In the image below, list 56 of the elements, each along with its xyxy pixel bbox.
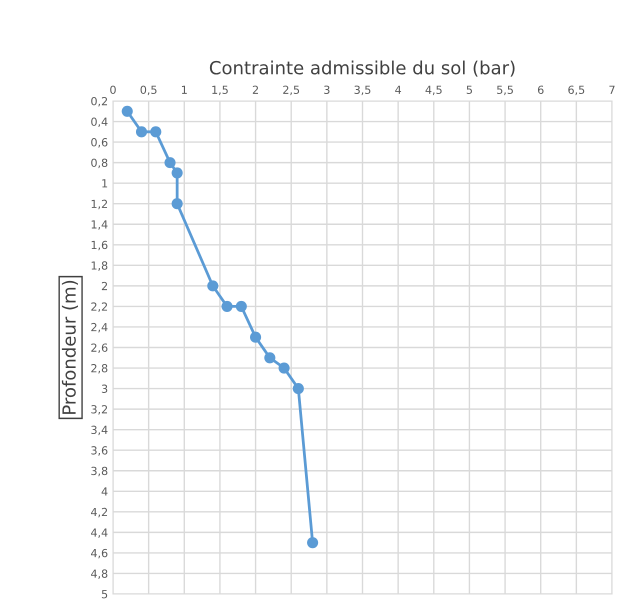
y-tick-label: 3,8: [91, 466, 108, 476]
y-tick-label: 1,4: [92, 220, 108, 230]
point: [307, 537, 318, 548]
point: [250, 332, 262, 343]
y-tick-label: 2,4: [91, 322, 108, 332]
y-tick-label: 4,8: [91, 569, 108, 579]
point: [292, 383, 304, 394]
point: [264, 352, 276, 364]
x-tick-label: 4: [395, 86, 402, 94]
point: [172, 167, 183, 178]
y-tick-label: 3,6: [91, 446, 108, 456]
y-tick-label: 0,4: [91, 118, 108, 128]
y-tick-label: 1,2: [92, 200, 108, 210]
y-tick-label: 4,4: [91, 528, 108, 538]
y-tick-label: 1,6: [92, 240, 108, 250]
x-tick-label: 7: [609, 86, 615, 94]
y-tick-label: 0,2: [91, 96, 108, 107]
point: [278, 362, 290, 374]
y-tick-label: 3: [102, 384, 108, 393]
x-axis-title: Contrainte admissible du sol (bar): [210, 60, 515, 77]
y-tick-label: 2,8: [91, 364, 108, 374]
x-tick-label: 5: [466, 86, 472, 94]
y-axis-title: Profondeur (m): [62, 280, 78, 414]
point: [222, 300, 233, 312]
point: [164, 157, 176, 168]
point: [136, 126, 148, 138]
point: [122, 106, 133, 117]
x-tick-label: 5,5: [497, 86, 513, 96]
y-tick-label: 0,6: [91, 138, 108, 148]
x-tick-label: 2,5: [283, 86, 300, 96]
y-tick-label: 4: [102, 487, 108, 496]
x-tick-label: 3: [324, 86, 330, 94]
x-tick-label: 2: [252, 86, 258, 94]
point: [172, 198, 183, 210]
y-tick-label: 2: [102, 282, 108, 290]
x-tick-label: 1,5: [212, 86, 228, 96]
x-tick-label: 6: [538, 86, 544, 94]
y-tick-label: 5: [102, 590, 108, 598]
y-tick-label: 2,6: [91, 343, 108, 354]
point: [236, 300, 247, 312]
y-tick-label: 2,2: [91, 302, 108, 312]
point: [207, 280, 218, 292]
y-tick-label: 1,8: [92, 261, 108, 271]
y-tick-label: 4,2: [91, 508, 108, 518]
point: [150, 126, 162, 138]
y-tick-label: 0,8: [91, 158, 108, 168]
x-tick-label: 0,5: [140, 86, 157, 96]
y-tick-label: 3,2: [91, 405, 108, 415]
x-tick-label: 0: [110, 86, 116, 94]
x-tick-label: 4,5: [425, 86, 442, 96]
x-tick-label: 3,5: [354, 86, 370, 96]
y-tick-label: 1: [102, 179, 108, 188]
x-tick-label: 1: [182, 86, 187, 94]
y-tick-label: 4,6: [91, 548, 108, 558]
x-tick-label: 6,5: [568, 86, 584, 96]
y-tick-label: 3,4: [91, 426, 108, 436]
